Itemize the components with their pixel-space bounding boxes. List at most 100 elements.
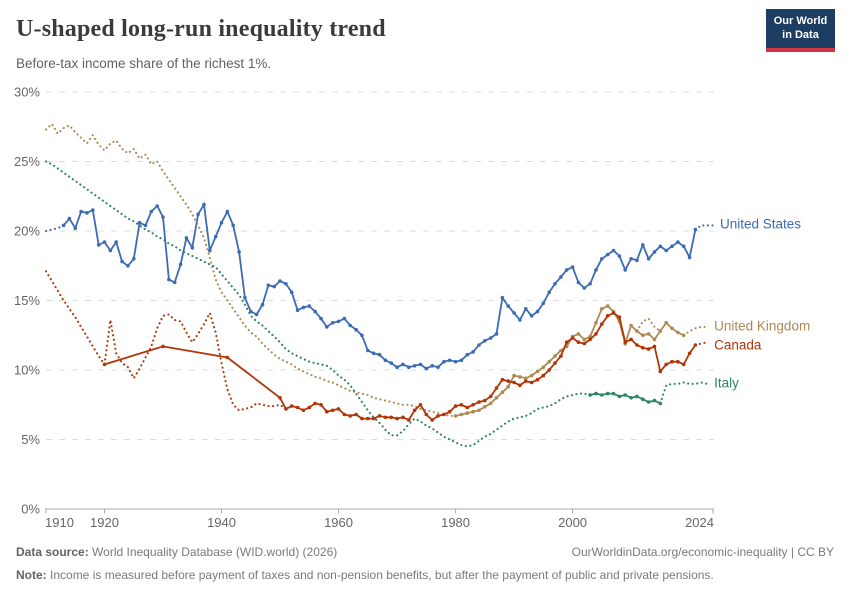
x-tick-label: 1980	[441, 515, 470, 530]
data-point	[371, 416, 376, 421]
data-point	[687, 255, 692, 260]
data-point	[120, 259, 124, 264]
data-point	[518, 375, 522, 379]
data-point	[605, 391, 610, 396]
series-italy[interactable]	[44, 160, 709, 448]
data-point	[623, 393, 627, 397]
chart-footer: Data source: World Inequality Database (…	[16, 545, 834, 582]
data-point	[149, 209, 154, 214]
data-point	[366, 348, 370, 353]
data-point	[465, 411, 470, 415]
series-label-italy[interactable]: Italy	[714, 376, 739, 391]
data-point	[67, 216, 72, 221]
data-point	[547, 368, 551, 372]
note-text: Income is measured before payment of tax…	[46, 568, 714, 582]
data-point	[500, 377, 505, 382]
data-point	[412, 364, 417, 368]
data-point	[418, 362, 423, 367]
data-source-line: Data source: World Inequality Database (…	[16, 545, 337, 559]
series-canada[interactable]	[44, 270, 709, 422]
data-point	[96, 243, 101, 247]
series-line-dotted	[44, 122, 457, 417]
data-point	[161, 215, 165, 219]
data-point	[518, 383, 522, 388]
y-tick-label: 20%	[14, 224, 40, 239]
data-point	[447, 358, 452, 363]
data-point	[676, 240, 680, 244]
series-label-united-kingdom[interactable]: United Kingdom	[714, 319, 810, 334]
data-point	[471, 403, 475, 407]
data-point	[465, 352, 470, 357]
data-point	[635, 343, 639, 347]
data-point	[213, 234, 218, 239]
data-point	[178, 262, 183, 267]
data-point	[436, 365, 440, 370]
data-point	[383, 415, 388, 420]
owid-url-link[interactable]: OurWorldinData.org/economic-inequality |…	[571, 545, 834, 559]
data-point	[506, 384, 511, 389]
data-point	[190, 245, 195, 250]
data-point	[102, 362, 107, 367]
y-tick-label: 0%	[21, 502, 40, 517]
data-point	[629, 396, 633, 400]
data-point	[670, 244, 674, 249]
data-point	[73, 226, 78, 230]
data-point	[459, 358, 464, 363]
data-point	[325, 409, 329, 414]
data-point	[336, 407, 341, 411]
data-point	[325, 325, 329, 329]
data-point	[412, 408, 417, 413]
series-line-dotted	[44, 160, 592, 448]
data-point	[676, 359, 680, 364]
data-point	[477, 343, 481, 347]
data-point	[61, 223, 66, 228]
data-point	[488, 336, 493, 340]
series-line-solid	[62, 201, 697, 370]
data-point	[471, 350, 475, 354]
data-point	[652, 398, 657, 403]
data-point	[611, 311, 616, 315]
data-point	[494, 332, 499, 336]
data-point	[611, 391, 616, 396]
series-label-canada[interactable]: Canada	[714, 337, 762, 352]
series-united-states[interactable]	[44, 201, 715, 371]
series-line-dotted	[44, 270, 287, 412]
series-united-kingdom[interactable]	[44, 122, 709, 418]
data-point	[512, 311, 516, 315]
data-point	[629, 257, 633, 261]
data-point	[424, 366, 429, 371]
data-point	[137, 220, 142, 225]
data-point	[594, 320, 598, 325]
data-point	[576, 280, 581, 285]
data-point	[559, 275, 563, 279]
series-line-dotted	[694, 341, 709, 347]
data-point	[447, 409, 452, 414]
series-line-dotted	[635, 317, 662, 333]
data-point	[658, 369, 663, 374]
data-point	[389, 361, 394, 365]
data-point	[231, 223, 235, 228]
data-point	[529, 373, 534, 378]
data-point	[494, 396, 499, 400]
data-point	[646, 332, 651, 336]
data-point	[559, 354, 563, 358]
data-point	[670, 359, 674, 364]
data-point	[278, 279, 282, 283]
data-point	[453, 404, 458, 408]
series-label-united-states[interactable]: United States	[720, 217, 801, 232]
data-point	[600, 322, 604, 326]
data-point	[295, 405, 300, 410]
data-point	[155, 204, 159, 208]
data-point	[600, 307, 604, 311]
data-point	[588, 337, 592, 342]
data-point	[401, 415, 405, 420]
note-line: Note: Income is measured before payment …	[16, 568, 714, 582]
data-point	[623, 340, 627, 345]
series-line-dotted	[44, 224, 65, 233]
owid-logo[interactable]: Our World in Data	[766, 9, 835, 52]
y-tick-label: 5%	[21, 432, 40, 447]
data-point	[430, 418, 435, 422]
data-point	[442, 359, 446, 364]
